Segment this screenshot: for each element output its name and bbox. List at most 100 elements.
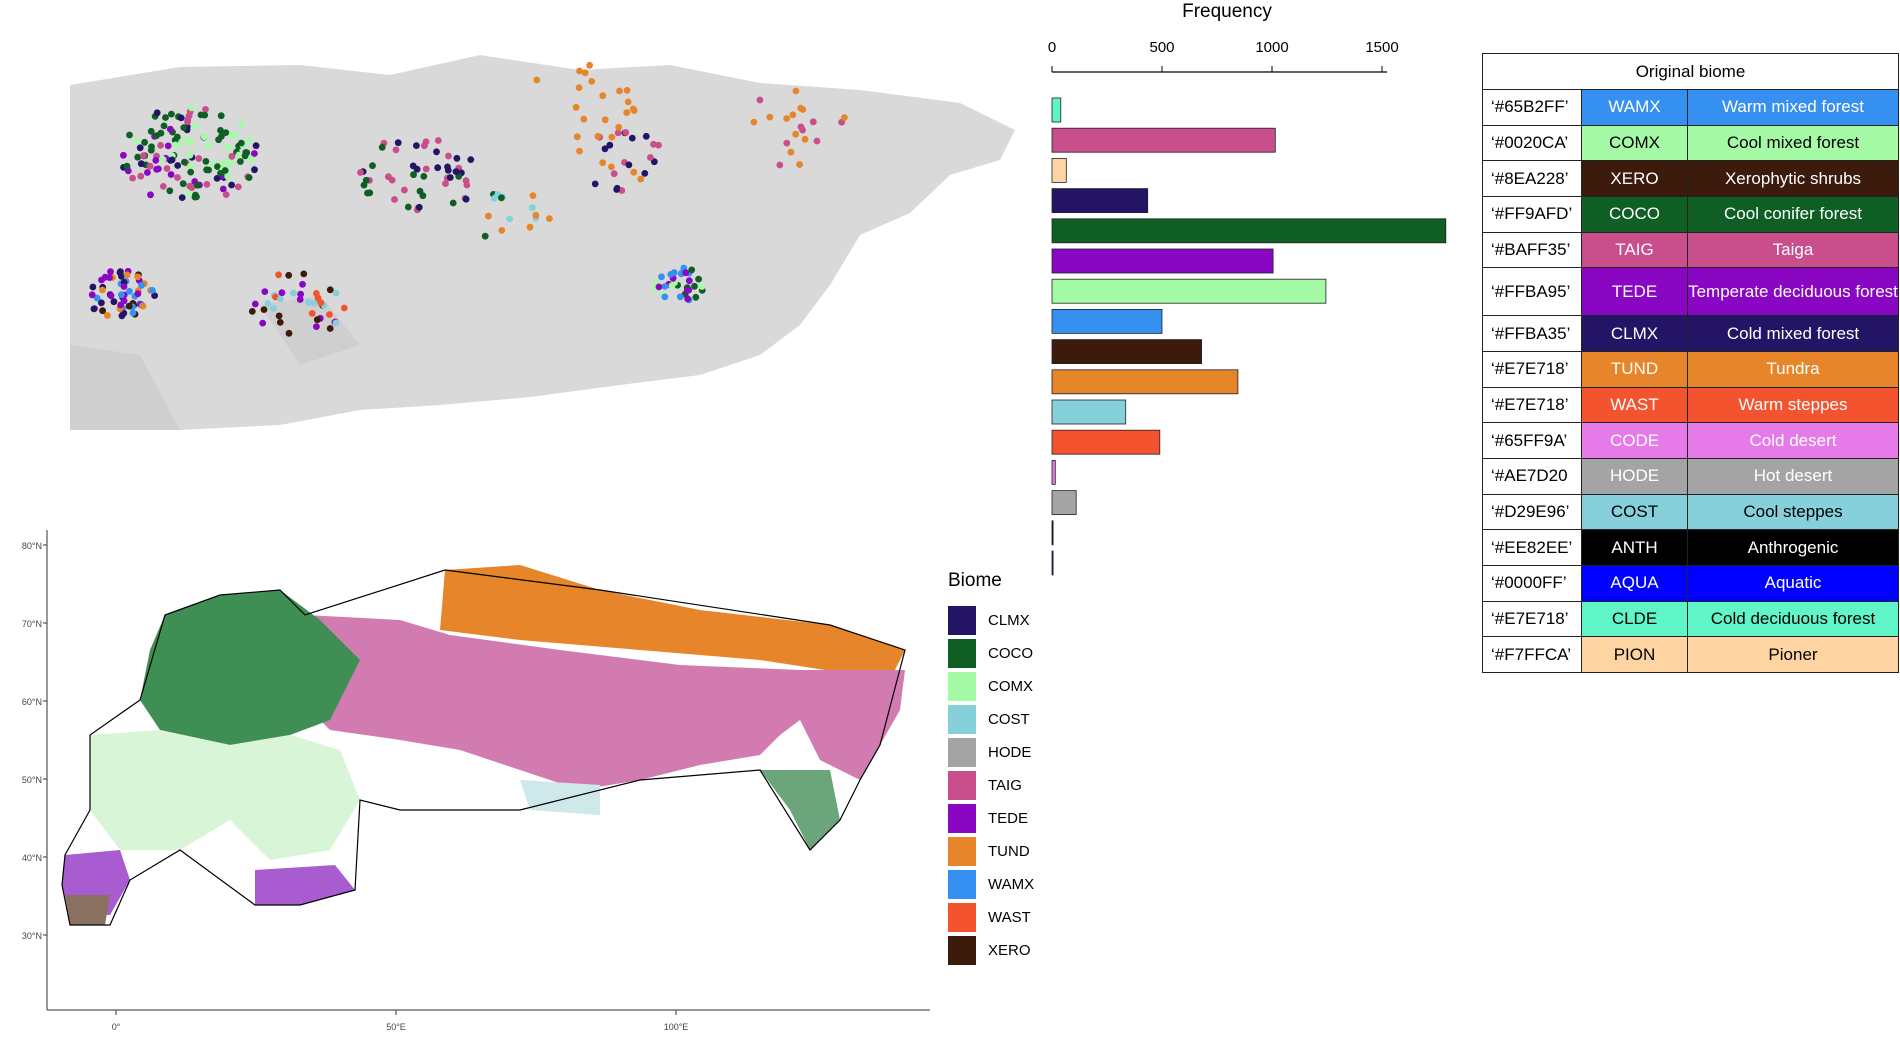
site-point — [98, 299, 105, 307]
site-point — [193, 181, 201, 189]
site-point — [485, 212, 492, 220]
site-point — [184, 190, 192, 197]
site-point — [224, 173, 231, 180]
code-cell: AQUA — [1581, 564, 1688, 602]
site-point — [618, 187, 626, 194]
tede-region-turkey — [255, 865, 355, 905]
site-point — [129, 174, 136, 182]
map-y-tick-label: 40°N — [22, 853, 42, 863]
site-point — [159, 156, 167, 163]
site-point — [278, 289, 286, 297]
hex-cell: ‘#0000FF’ — [1482, 564, 1582, 602]
site-point — [125, 302, 133, 310]
site-point — [452, 168, 460, 175]
site-point — [630, 168, 638, 176]
site-point — [123, 271, 131, 279]
legend-swatch — [948, 738, 976, 767]
site-point — [622, 129, 630, 136]
name-cell: Pioner — [1687, 636, 1899, 673]
code-cell: PION — [1581, 636, 1688, 673]
site-point — [433, 148, 440, 156]
site-point — [498, 227, 506, 234]
site-point — [153, 109, 161, 117]
site-point — [213, 175, 221, 182]
legend-swatch — [948, 804, 976, 833]
bar-taig — [1051, 127, 1276, 153]
bar-xero — [1051, 339, 1203, 365]
site-point — [203, 181, 211, 188]
site-point — [157, 142, 164, 149]
site-point — [300, 270, 308, 278]
site-point — [766, 113, 774, 121]
site-point — [601, 145, 609, 153]
site-point — [434, 137, 442, 144]
bar-aqua — [1051, 550, 1054, 576]
site-point — [260, 306, 268, 313]
site-point — [647, 154, 654, 161]
site-point — [248, 156, 256, 163]
site-point — [217, 112, 225, 120]
table-row: ‘#E7E718’ WAST Warm steppes — [1482, 386, 1899, 424]
legend-item: TEDE — [948, 804, 1068, 833]
code-cell: WAMX — [1581, 89, 1688, 126]
site-point — [120, 283, 128, 290]
site-point — [188, 104, 196, 112]
table-header: Original biome — [1482, 53, 1899, 90]
site-point — [661, 293, 669, 301]
site-point — [776, 161, 784, 169]
site-point — [661, 283, 669, 290]
site-point — [392, 146, 400, 154]
site-point — [99, 307, 106, 315]
site-point — [218, 133, 225, 140]
tundra-region — [440, 565, 905, 680]
table-row: ‘#8EA228’ XERO Xerophytic shrubs — [1482, 160, 1899, 197]
coco-region — [140, 590, 360, 745]
x-tick-label: 0 — [1048, 39, 1056, 56]
site-point — [591, 180, 599, 188]
table-row: ‘#F7FFCA’ PION Pioner — [1482, 636, 1899, 673]
site-point — [623, 87, 631, 94]
hex-cell: ‘#E7E718’ — [1482, 351, 1582, 388]
legend-label: COST — [988, 711, 1030, 728]
site-point — [174, 174, 181, 181]
site-point — [576, 67, 583, 75]
site-point — [526, 223, 534, 231]
table-row: ‘#EE82EE’ ANTH Anthrogenic — [1482, 529, 1899, 566]
site-point — [264, 300, 272, 307]
table-row: ‘#AE7D20 HODE Hot desert — [1482, 457, 1899, 495]
hex-cell: ‘#65FF9A’ — [1482, 422, 1582, 459]
code-cell: CLMX — [1581, 315, 1688, 353]
site-point — [610, 170, 618, 178]
name-cell: Cool conifer forest — [1687, 195, 1899, 233]
site-point — [606, 141, 614, 149]
hex-cell: ‘#8EA228’ — [1482, 160, 1582, 197]
site-point — [241, 152, 249, 160]
site-point — [140, 152, 147, 159]
site-point — [277, 295, 284, 303]
site-point — [422, 138, 430, 146]
legend-label: TUND — [988, 843, 1030, 860]
site-point — [187, 139, 195, 146]
legend-swatch — [948, 606, 976, 635]
site-point — [637, 175, 645, 183]
site-point — [310, 299, 318, 307]
site-point — [104, 312, 111, 319]
site-point — [572, 103, 580, 111]
site-point — [410, 171, 417, 179]
hex-cell: ‘#EE82EE’ — [1482, 529, 1582, 566]
name-cell: Cold desert — [1687, 422, 1899, 459]
site-point — [449, 199, 457, 207]
site-point — [106, 274, 113, 281]
legend-label: COMX — [988, 678, 1033, 695]
site-point — [422, 165, 430, 173]
bar-comx — [1051, 278, 1327, 304]
code-cell: WAST — [1581, 386, 1688, 424]
site-point — [138, 282, 145, 289]
legend-label: TEDE — [988, 810, 1029, 827]
code-cell: CLDE — [1581, 600, 1688, 638]
site-point — [214, 163, 221, 170]
site-point — [172, 141, 179, 149]
site-point — [237, 139, 245, 147]
table-row: ‘#FFBA35’ CLMX Cold mixed forest — [1482, 315, 1899, 353]
taiga-region — [300, 615, 905, 790]
